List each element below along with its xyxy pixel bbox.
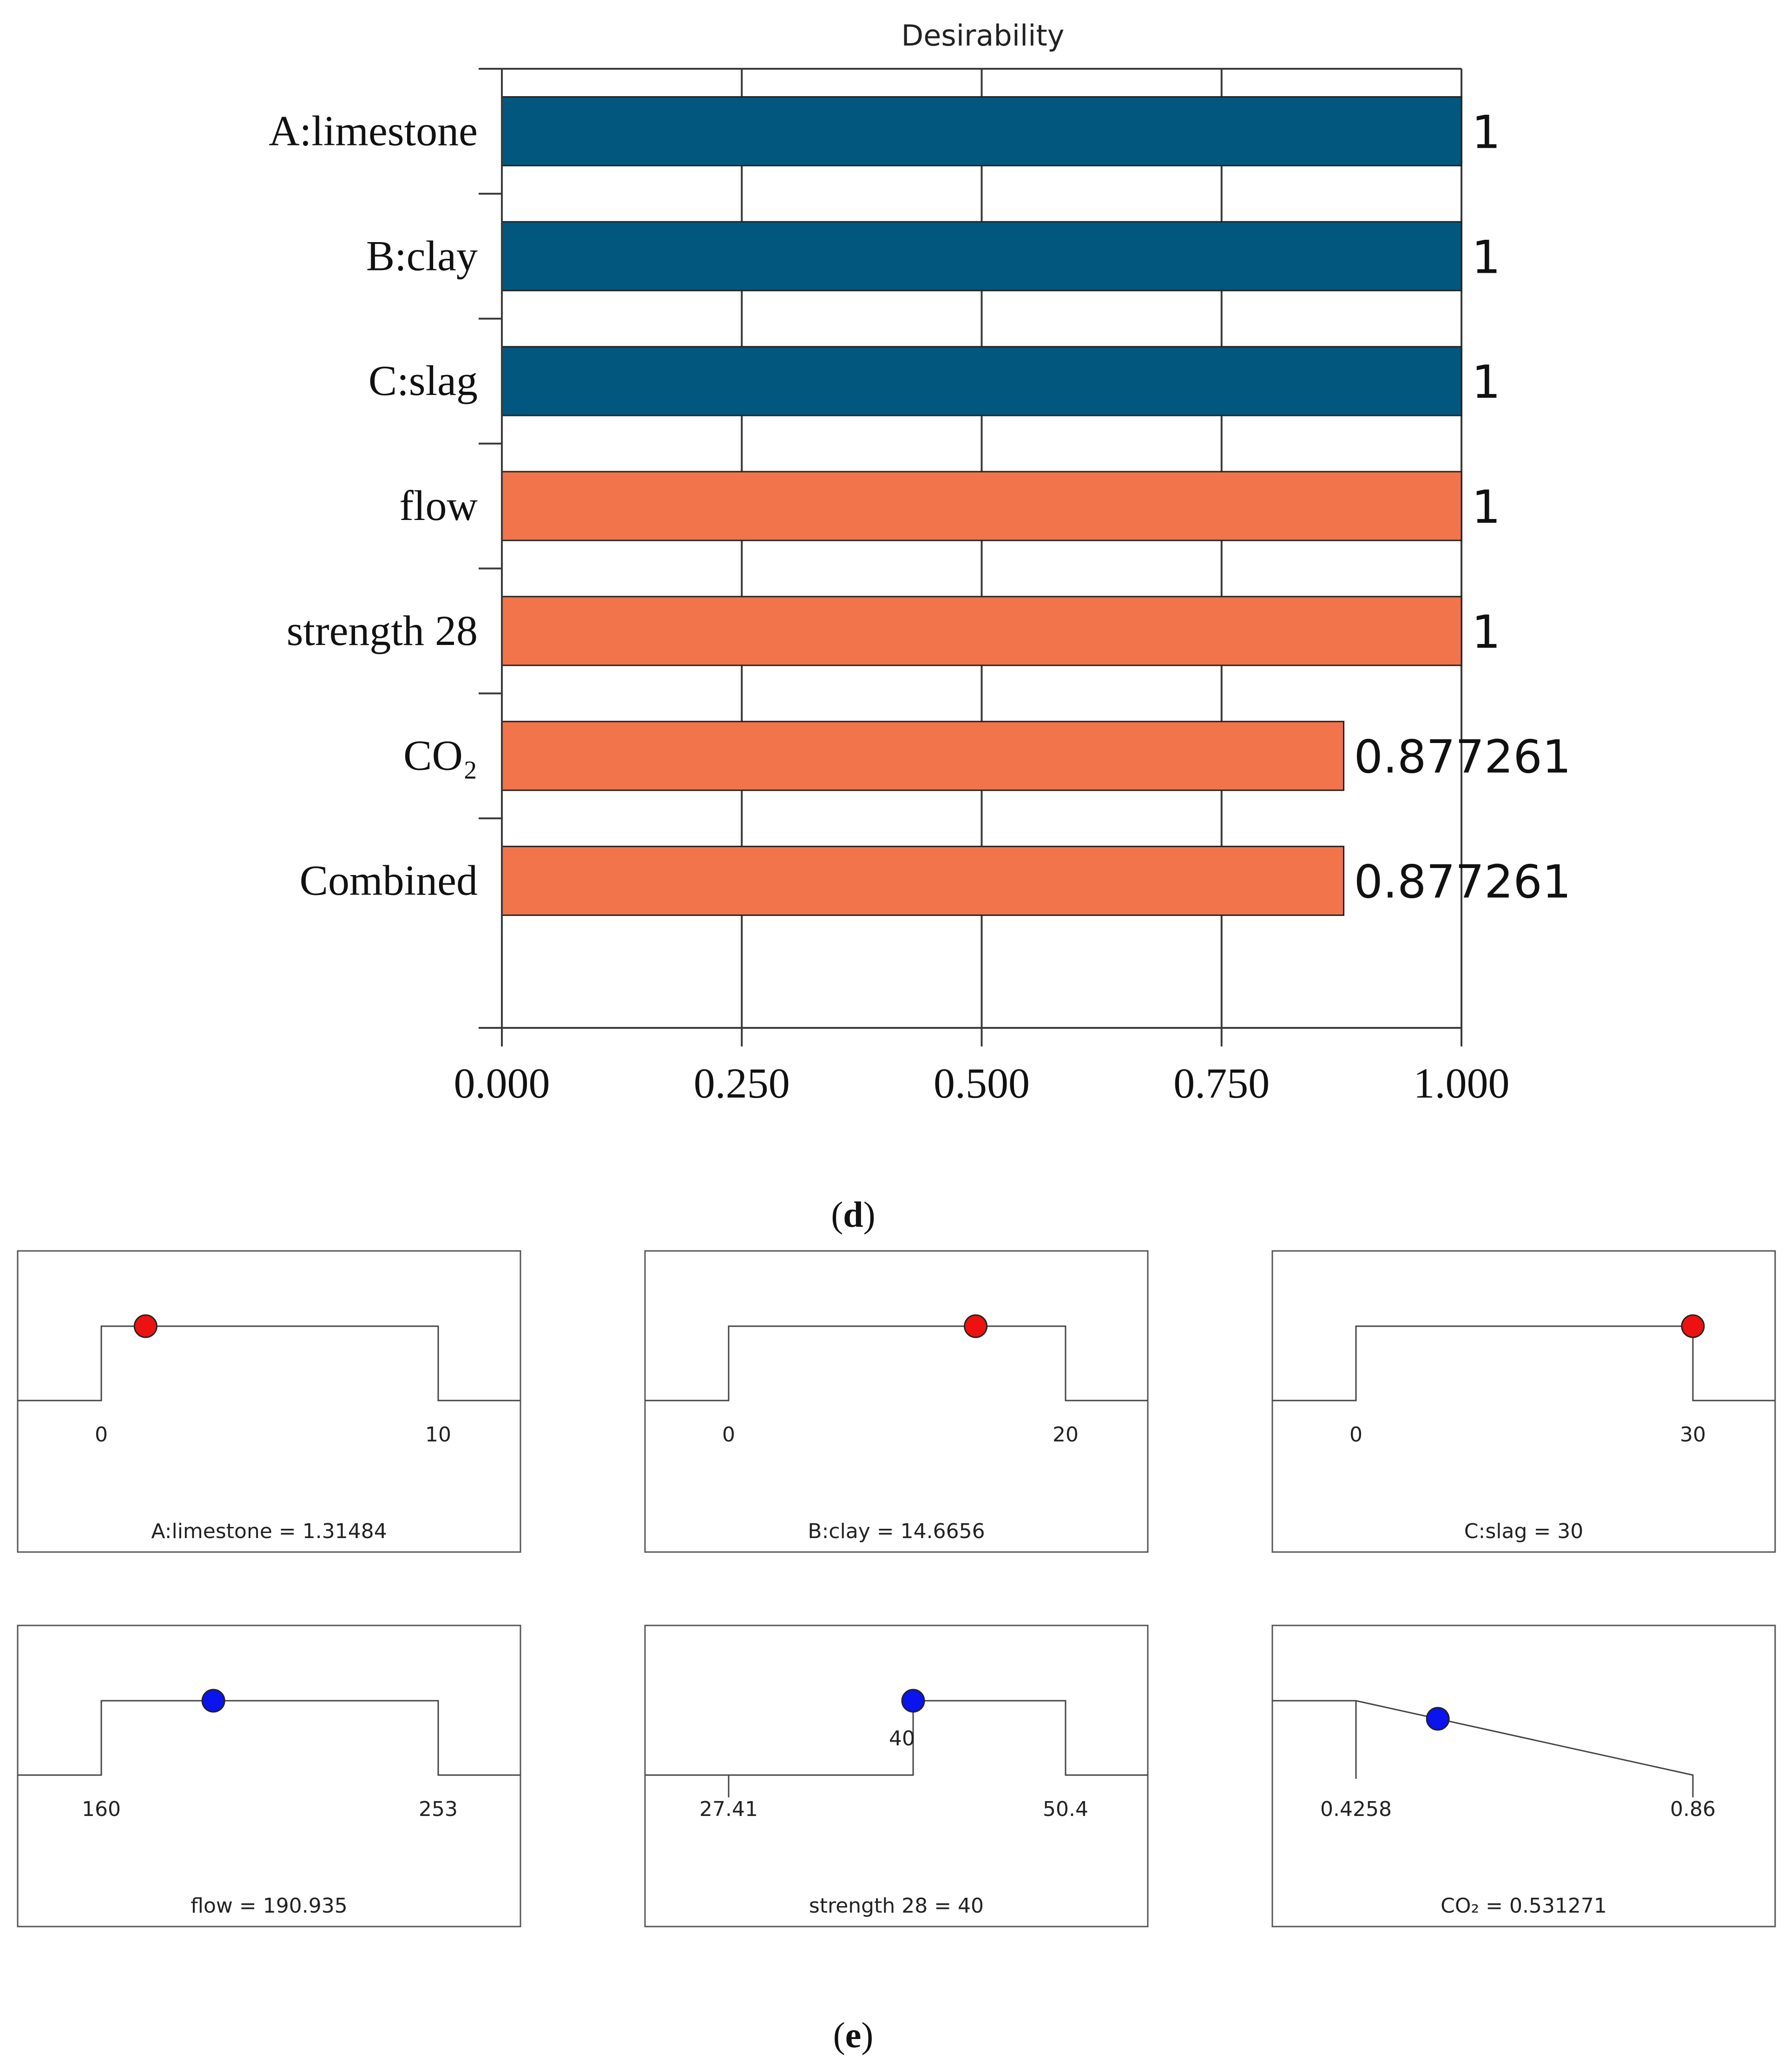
category-label: strength 28	[287, 607, 478, 654]
desirability-ramps: 0 10 A:limestone = 1.31484 0 20 B:clay = 14.6…	[17, 1250, 1776, 1927]
panel-caption: flow = 190.935	[191, 1894, 347, 1918]
ramp-line	[1272, 1325, 1775, 1401]
bar-b-clay	[501, 221, 1462, 291]
bar-strength-28	[501, 596, 1462, 666]
value-label: 1	[1472, 106, 1500, 159]
low-label: 0	[722, 1423, 735, 1447]
ramp-line	[18, 1700, 520, 1776]
panel-frame	[644, 1250, 1149, 1553]
bar-c-slag	[501, 346, 1462, 416]
panel-label-e: (e)	[833, 2015, 874, 2055]
panel-frame	[644, 1625, 1149, 1927]
x-tick-labels: 0.000 0.250 0.500 0.750 1.000	[454, 1028, 1510, 1107]
value-label: 0.877261	[1354, 731, 1572, 784]
low-label: 0	[95, 1423, 108, 1447]
ramp-line	[18, 1325, 520, 1401]
panel-caption: C:slag = 30	[1464, 1519, 1583, 1543]
x-tick-label: 0.250	[694, 1059, 790, 1107]
category-label: Combined	[300, 857, 478, 904]
category-label: CO₂	[403, 732, 478, 779]
value-labels: 1 1 1 1 1 0.877261 0.877261	[1354, 106, 1572, 908]
value-marker	[1681, 1314, 1705, 1338]
value-label: 1	[1472, 481, 1500, 534]
value-marker	[133, 1314, 158, 1338]
panel-label-d: (d)	[831, 1194, 875, 1235]
ramp-panel-co: 0.4258 0.86 CO₂ = 0.531271	[1271, 1625, 1776, 1927]
x-tick-label: 0.000	[454, 1059, 550, 1107]
category-label: A:limestone	[269, 107, 478, 154]
bar-co	[501, 721, 1345, 791]
value-marker	[964, 1314, 988, 1338]
ramp-panel-b-clay: 0 20 B:clay = 14.6656	[644, 1250, 1149, 1553]
bar-flow	[501, 471, 1462, 541]
x-tick-label: 0.750	[1173, 1059, 1270, 1107]
ramp-panel-flow: 160 253 flow = 190.935	[17, 1625, 521, 1927]
panel-caption: B:clay = 14.6656	[808, 1519, 985, 1543]
high-label: 30	[1680, 1423, 1706, 1447]
high-label: 50.4	[1043, 1797, 1088, 1821]
panel-caption: CO₂ = 0.531271	[1441, 1894, 1607, 1918]
high-label: 0.86	[1670, 1797, 1716, 1821]
axes	[479, 68, 1461, 1029]
target-label: 40	[889, 1727, 915, 1750]
x-tick-label: 1.000	[1414, 1059, 1510, 1107]
value-marker	[201, 1689, 225, 1713]
low-label: 0.4258	[1320, 1797, 1392, 1821]
panel-caption: strength 28 = 40	[809, 1894, 984, 1918]
category-label: flow	[399, 482, 478, 529]
high-label: 253	[419, 1797, 458, 1821]
panel-frame	[17, 1250, 521, 1553]
high-label: 10	[425, 1423, 451, 1447]
ramp-line	[645, 1325, 1148, 1401]
panel-frame	[1271, 1625, 1776, 1927]
value-label: 0.877261	[1354, 856, 1572, 909]
x-tick-label: 0.500	[934, 1059, 1030, 1107]
chart-title: Desirability	[902, 19, 1065, 53]
category-labels: A:limestone B:clay C:slag flow strength 28 CO…	[269, 107, 478, 904]
bar-combined	[501, 846, 1345, 916]
value-label: 1	[1472, 606, 1500, 659]
ramp-line	[1272, 1700, 1694, 1797]
low-label: 27.41	[699, 1797, 758, 1821]
value-label: 1	[1472, 356, 1500, 409]
ramp-panel-a-limestone: 0 10 A:limestone = 1.31484	[17, 1250, 521, 1553]
value-marker	[1426, 1707, 1450, 1731]
low-label: 160	[82, 1797, 121, 1821]
panel-caption: A:limestone = 1.31484	[151, 1519, 387, 1543]
ramp-panel-strength-28: 40 27.41 50.4 strength 28 = 40	[644, 1625, 1149, 1927]
panel-frame	[1271, 1250, 1776, 1553]
bar-a-limestone	[501, 96, 1462, 166]
value-label: 1	[1472, 231, 1500, 284]
category-label: B:clay	[366, 232, 478, 279]
low-label: 0	[1349, 1423, 1362, 1447]
panel-frame	[17, 1625, 521, 1927]
category-label: C:slag	[369, 357, 478, 404]
ramp-panel-c-slag: 0 30 C:slag = 30	[1271, 1250, 1776, 1553]
value-marker	[901, 1689, 925, 1713]
desirability-bar-chart: Desirability A:limestone B:clay C:slag flow…	[269, 19, 1571, 1235]
high-label: 20	[1053, 1423, 1079, 1447]
